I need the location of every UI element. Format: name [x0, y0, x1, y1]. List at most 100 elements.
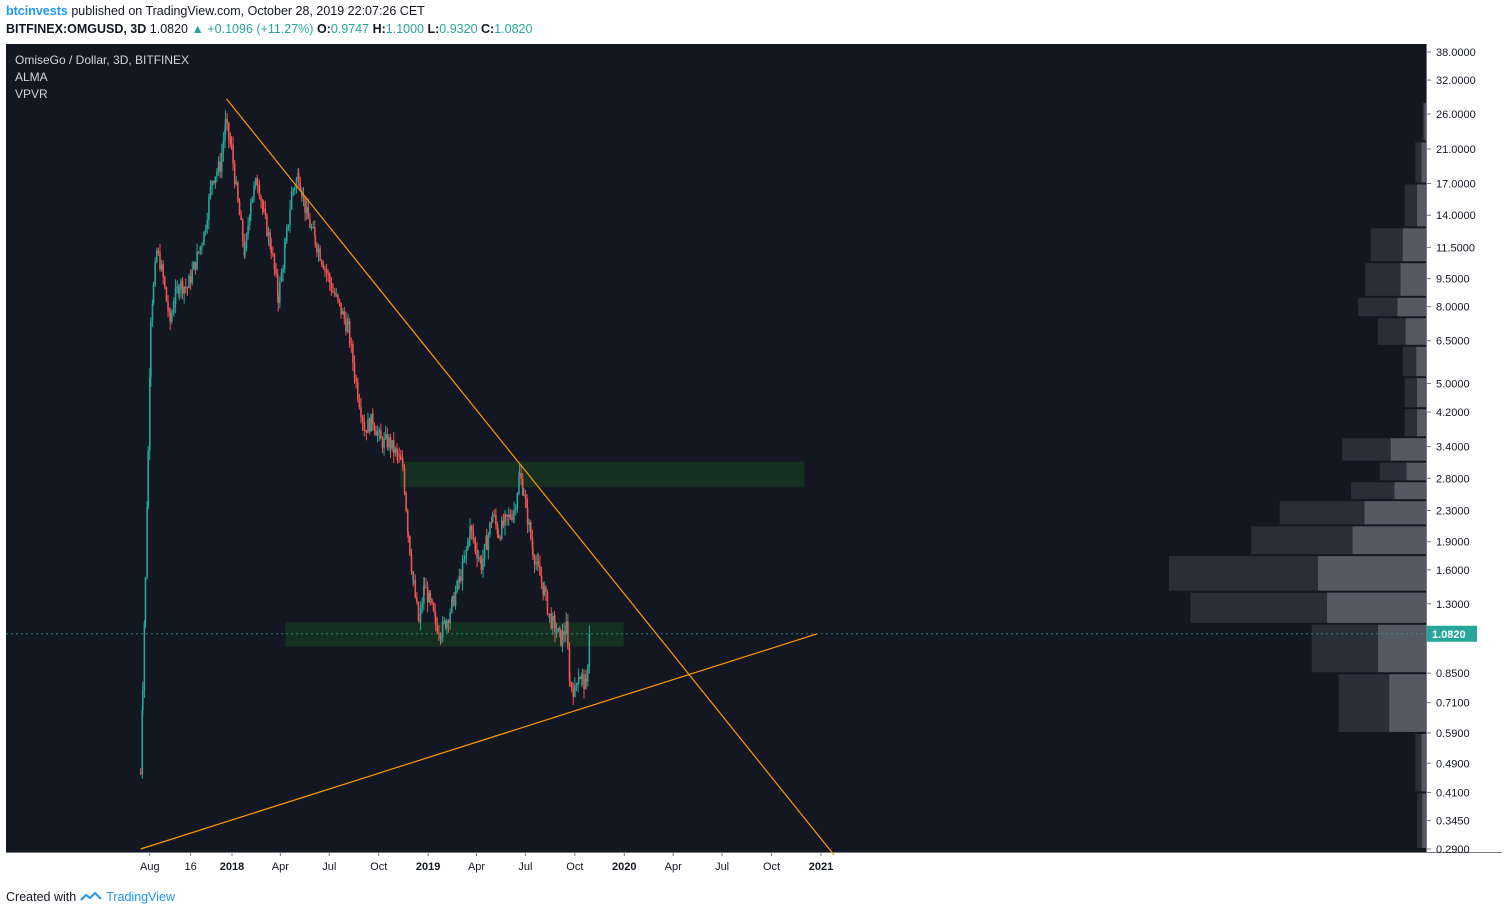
candle-body [407, 532, 410, 536]
candle-body [443, 620, 446, 622]
vpvr-bar-0 [1417, 793, 1426, 848]
candle-body [403, 467, 406, 493]
up-arrow-icon: ▲ [191, 22, 204, 36]
candle-body [273, 254, 276, 269]
candle-body [426, 587, 429, 603]
candle-body [233, 163, 236, 184]
candle-body [456, 580, 458, 592]
candle-body [416, 597, 418, 603]
candle-body [341, 311, 344, 315]
tradingview-brand[interactable]: TradingView [106, 890, 175, 904]
candle-body [358, 398, 361, 408]
candle-body [173, 304, 175, 309]
candle-body [490, 522, 493, 524]
candle-body [150, 321, 152, 378]
candle-body [518, 476, 520, 494]
y-tick-label: 4.2000 [1436, 407, 1470, 419]
candle-body [340, 302, 342, 315]
candle-body [423, 585, 425, 604]
candle-body [333, 291, 336, 296]
candle-body [552, 615, 554, 628]
candle-body [269, 232, 271, 247]
candle-body [406, 511, 409, 533]
vpvr-bar-value-5 [1318, 556, 1426, 591]
candle-body [352, 344, 354, 363]
candle-body [191, 269, 194, 284]
candle-body [399, 455, 402, 460]
candle-body [423, 585, 426, 588]
vpvr-bar-value-12 [1417, 378, 1426, 408]
author-link[interactable]: btcinvests [6, 4, 68, 18]
candle-body [450, 599, 453, 613]
candle-body [154, 261, 156, 285]
candle-body [335, 294, 338, 296]
candle-body [524, 494, 527, 499]
vpvr-bar-value-13 [1416, 346, 1426, 377]
candle-body [312, 226, 314, 228]
x-tick-label: 2020 [612, 861, 636, 873]
candle-body [417, 602, 420, 621]
candle-body [583, 674, 585, 690]
candle-body [279, 281, 281, 304]
candle-body [410, 554, 413, 572]
candle-body [206, 219, 209, 230]
candle-body [445, 620, 447, 628]
y-tick-label: 38.0000 [1436, 47, 1476, 59]
candle-body [226, 119, 228, 123]
candle-body [320, 260, 323, 264]
candle-body [388, 437, 390, 448]
price-chart[interactable]: 38.0000 32.0000 26.0000 21.0000 17.0000 14.00… [6, 44, 1502, 880]
candle-body [174, 288, 177, 305]
candle-body [286, 227, 288, 242]
candle-body [392, 440, 395, 454]
candle-body [565, 621, 568, 634]
candle-body [276, 274, 279, 296]
candle-body [267, 232, 270, 236]
x-tick-label: Oct [566, 861, 583, 873]
candle-body [199, 246, 202, 252]
footer: Created with TradingView [6, 890, 175, 904]
candle-body [363, 429, 366, 431]
low-value: 0.9320 [439, 22, 478, 36]
candle-body [245, 234, 248, 249]
candle-body [428, 592, 431, 603]
candle-body [540, 575, 543, 583]
candle-body [143, 622, 146, 691]
candle-body [570, 682, 573, 689]
y-tick-label: 2.8000 [1436, 473, 1470, 485]
candle-body [367, 419, 369, 433]
candle-body [574, 684, 576, 697]
candle-body [581, 675, 583, 680]
candle-body [186, 287, 189, 289]
high-label: H: [372, 22, 386, 36]
candle-body [305, 207, 308, 213]
y-tick-label: 1.3000 [1436, 599, 1470, 611]
candle-body [310, 227, 313, 229]
candle-body [537, 560, 540, 565]
y-tick-label: 14.0000 [1436, 210, 1476, 222]
y-tick-label: 0.4100 [1436, 787, 1470, 799]
candle-body [384, 434, 387, 438]
candle-body [188, 276, 190, 288]
vpvr-bar-20 [1422, 102, 1426, 141]
candle-body [440, 637, 442, 639]
candle-body [539, 564, 541, 576]
vpvr-bar-value-11 [1417, 409, 1426, 437]
candle-body [241, 220, 244, 241]
candle-body [493, 514, 496, 516]
candle-body [337, 294, 339, 300]
candle-body [254, 178, 257, 186]
candle-body [491, 514, 494, 523]
candle-body [561, 631, 564, 646]
close-label: C: [481, 22, 495, 36]
candle-body [391, 440, 393, 449]
candle-body [353, 362, 356, 379]
candle-body [465, 549, 468, 556]
candle-body [171, 313, 173, 322]
x-tick-label: 2021 [809, 861, 833, 873]
candle-body [209, 186, 212, 197]
candle-body [434, 610, 436, 617]
candle-body [256, 178, 259, 185]
candle-body [299, 182, 302, 191]
candle-body [546, 591, 549, 614]
